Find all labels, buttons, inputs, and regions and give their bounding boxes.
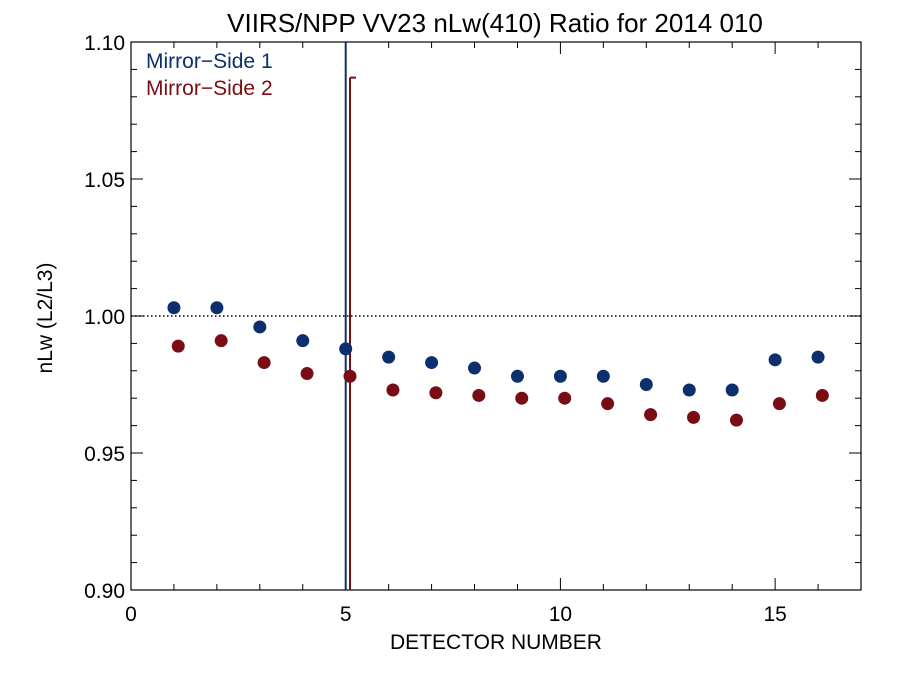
series-2-point bbox=[772, 397, 786, 411]
x-tick-label: 10 bbox=[549, 603, 572, 626]
legend-entry-2: Mirror−Side 2 bbox=[146, 77, 273, 100]
series-2-point bbox=[601, 397, 615, 411]
y-tick-label: 1.05 bbox=[84, 169, 125, 192]
data-points bbox=[167, 301, 829, 427]
series-1-point bbox=[510, 369, 524, 383]
series-1-point bbox=[296, 334, 310, 348]
series-2-point bbox=[171, 339, 185, 353]
series-1-point bbox=[425, 356, 439, 370]
series-1-point bbox=[210, 301, 224, 315]
series-1-point bbox=[339, 342, 353, 356]
series-1-point bbox=[682, 383, 696, 397]
y-tick-label: 0.90 bbox=[84, 580, 125, 603]
series-1-point bbox=[639, 378, 653, 391]
series-2-point bbox=[472, 388, 486, 402]
series-2-point bbox=[214, 334, 228, 348]
series-1-point bbox=[811, 350, 825, 364]
series-1-point bbox=[382, 350, 396, 364]
series-1-point bbox=[553, 369, 567, 383]
x-tick-label: 0 bbox=[125, 603, 137, 626]
series-2-point bbox=[386, 383, 400, 397]
series-1-point bbox=[468, 361, 482, 375]
x-tick-label: 5 bbox=[340, 603, 352, 626]
y-tick-label: 1.00 bbox=[84, 306, 125, 329]
series-2-point bbox=[729, 413, 743, 427]
legend-entry-1: Mirror−Side 1 bbox=[146, 50, 273, 73]
series-2-point bbox=[687, 410, 701, 424]
series-2-point bbox=[558, 391, 572, 405]
x-axis-label: DETECTOR NUMBER bbox=[390, 631, 602, 654]
series-2-point bbox=[644, 408, 658, 422]
series-2-point bbox=[257, 356, 271, 370]
series-2-point bbox=[429, 386, 443, 400]
series-1-point bbox=[596, 369, 610, 383]
y-tick-label: 0.95 bbox=[84, 443, 125, 466]
series-1-point bbox=[253, 320, 267, 334]
y-tick-label: 1.10 bbox=[84, 32, 125, 55]
error-bars bbox=[344, 42, 356, 590]
series-2-point bbox=[300, 367, 314, 381]
y-axis-label: nLw (L2/L3) bbox=[34, 263, 57, 374]
series-2-point bbox=[515, 391, 529, 405]
series-1-point bbox=[725, 383, 739, 397]
series-1-point bbox=[768, 353, 782, 367]
series-2-point bbox=[343, 369, 357, 383]
chart-title: VIIRS/NPP VV23 nLw(410) Ratio for 2014 0… bbox=[227, 8, 763, 38]
series-1-point bbox=[167, 301, 181, 315]
tick-labels: 0 5 10 15 0.90 0.95 1.00 1.05 1.10 bbox=[84, 32, 787, 626]
legend: Mirror−Side 1 Mirror−Side 2 bbox=[146, 50, 273, 100]
series-2-point bbox=[815, 388, 829, 402]
x-tick-label: 15 bbox=[763, 603, 786, 626]
